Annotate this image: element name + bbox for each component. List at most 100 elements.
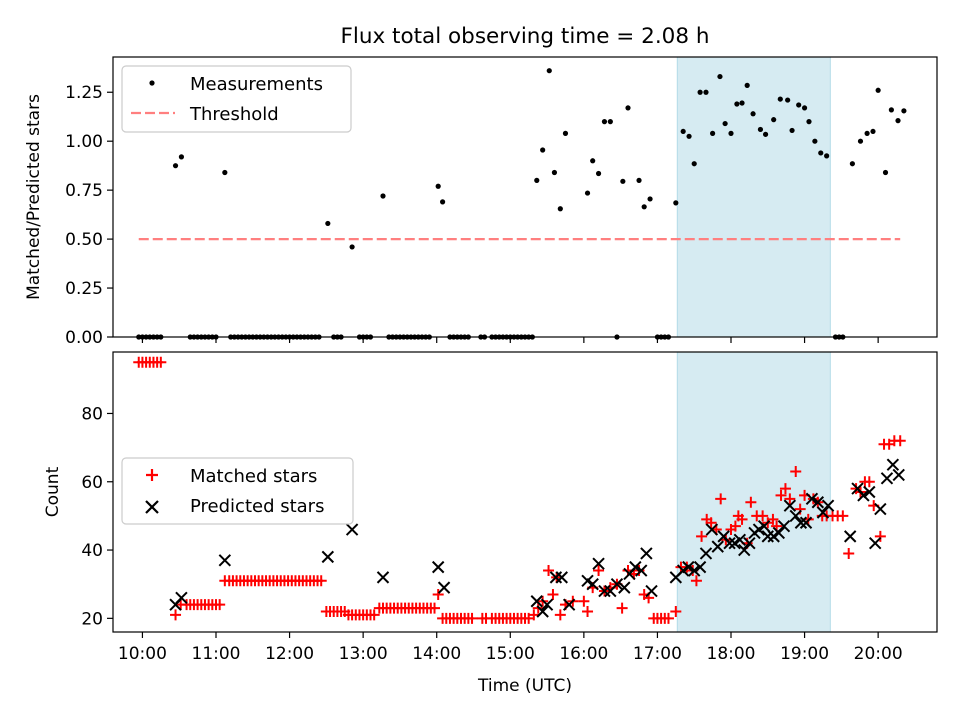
matched-star-point [528,609,540,621]
matched-star-point [736,513,748,525]
measurement-point [697,89,703,95]
matched-star-point [790,466,802,478]
x-tick-label: 12:00 [265,644,314,664]
bottom-highlight-span [676,351,831,633]
legend-predicted-marker [145,500,159,514]
predicted-star-point [536,605,549,618]
measurement-point [739,100,745,106]
measurement-point [744,82,750,88]
predicted-star-point [376,571,390,584]
measurement-point [325,220,331,227]
matched-star-point [670,606,682,618]
measurement-point [806,119,812,125]
measurement-point [762,131,769,137]
matched-star-point [432,588,444,600]
predicted-star-point [635,564,648,577]
measurement-point [562,130,569,136]
predicted-star-point [549,571,563,584]
matched-star-point [775,489,787,501]
x-tick-label: 17:00 [633,644,682,664]
y-tick-label: 1.00 [65,132,103,152]
measurement-point [641,204,647,210]
matched-star-point [843,547,855,559]
matched-star-point [554,609,566,621]
predicted-star-point [880,472,894,485]
x-tick-label: 20:00 [854,644,903,664]
top-legend-frame [121,65,352,133]
predicted-star-point [821,499,835,512]
measurement-point [380,193,386,199]
measurement-point [620,178,626,184]
predicted-star-point [799,516,813,529]
predicted-star-point [761,530,774,543]
measurement-point [710,130,716,136]
y-tick-label: 0.25 [65,279,103,299]
measurement-point [849,161,855,167]
predicted-star-point [682,560,695,574]
predicted-star-point [610,577,624,591]
predicted-star-point [629,560,642,574]
predicted-star-point [540,598,554,611]
x-tick-label: 19:00 [780,644,829,664]
matched-star-point [745,496,757,508]
measurement-point [717,73,723,80]
top-marks [136,68,907,340]
predicted-star-point [757,519,771,533]
measurement-point [440,199,446,205]
measurement-point [796,102,802,108]
matched-star-point [315,575,327,587]
predicted-star-point [711,540,724,553]
legend-matched-marker [146,469,158,481]
measurement-point [435,183,441,189]
predicted-star-point [693,560,707,574]
measurement-point [584,190,591,196]
measurement-point [824,153,830,159]
predicted-star-point [218,554,232,567]
top-y-axis-label: Matched/Predicted stars [24,94,44,300]
measurement-point [540,147,546,153]
legend-measurements-label: Measurements [190,74,323,95]
bottom-y-axis-label: Count [43,466,63,517]
predicted-star-point [598,584,611,598]
predicted-star-point [562,598,576,611]
predicted-star-point [794,516,808,529]
bottom-x-axis: 10:00 11:00 12:00 13:00 14:00 15:00 16:00 17:00… [118,632,903,664]
bottom-legend: Matched stars Predicted stars [121,457,354,525]
matched-star-point [837,510,849,522]
measurement-point [534,177,540,183]
matched-star-point [214,599,226,611]
predicted-star-point [640,547,653,560]
measurement-point [703,89,709,95]
measurement-point [734,101,740,107]
y-tick-label: 1.25 [65,83,103,103]
y-tick-label: 40 [81,541,103,561]
y-tick-label: 0.50 [65,230,103,250]
y-tick-label: 60 [81,473,103,493]
predicted-star-point [345,523,359,536]
predicted-star-point [772,526,786,540]
predicted-star-point [592,557,605,570]
x-tick-label: 13:00 [339,644,388,664]
predicted-star-point [874,502,887,516]
measurement-point [857,138,864,144]
matched-star-point [662,612,674,624]
matched-star-point [466,612,478,624]
predicted-star-point [321,550,335,564]
matched-star-point [715,493,727,505]
predicted-star-point [175,591,188,605]
measurement-point [178,154,185,160]
matched-star-point [729,520,741,532]
matched-star-point [429,602,441,614]
measurement-point [601,119,608,125]
y-tick-label: 0.75 [65,181,103,201]
measurement-point [882,169,889,176]
predicted-star-point [783,499,797,512]
measurement-point [590,158,596,164]
measurement-point [691,161,697,167]
bottom-marks [133,356,906,624]
matched-star-point [874,530,886,542]
measurement-point [673,200,679,206]
predicted-star-point [863,485,876,499]
